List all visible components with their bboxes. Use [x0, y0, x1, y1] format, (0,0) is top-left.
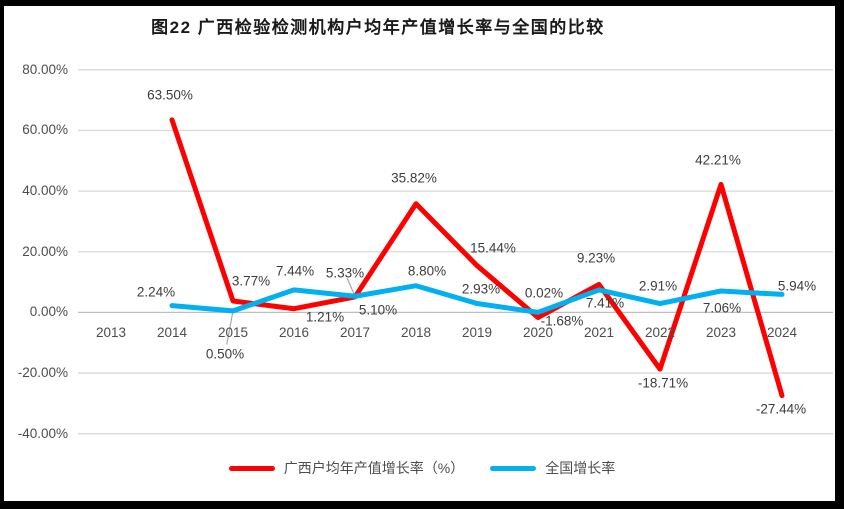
x-axis-label: 2020: [522, 325, 554, 340]
data-label-guangxi-2014: 63.50%: [147, 87, 193, 103]
legend-item-guangxi: 广西户均年产值增长率（%）: [228, 458, 465, 478]
data-label-guangxi-2021: 9.23%: [576, 250, 616, 266]
data-label-guangxi-2018: 35.82%: [391, 170, 437, 186]
series-line-national: [169, 283, 785, 315]
chart-title: 图22 广西检验检测机构户均年产值增长率与全国的比较: [151, 18, 605, 37]
data-label-national-2018: 8.80%: [407, 263, 447, 279]
series-line-guangxi: [169, 117, 785, 399]
data-label-guangxi-2019: 15.44%: [470, 240, 516, 256]
data-label-guangxi-2016: 1.21%: [305, 309, 345, 325]
x-axis-label: 2024: [766, 325, 798, 340]
legend-line-swatch-guangxi: [228, 465, 275, 471]
y-axis-tick-label: 40.00%: [22, 183, 68, 199]
y-axis-tick-label: -40.00%: [17, 425, 68, 441]
x-axis-label: 2021: [583, 325, 615, 340]
data-label-guangxi-2020: -1.68%: [540, 313, 584, 329]
data-label-guangxi-2022: -18.71%: [637, 375, 689, 391]
x-axis-label: 2018: [400, 325, 432, 340]
data-label-national-2017: 5.33%: [325, 265, 365, 281]
data-label-national-2015: 0.50%: [205, 346, 245, 362]
data-label-guangxi-2015: 3.77%: [231, 273, 271, 289]
y-axis-tick-label: 80.00%: [22, 61, 68, 77]
data-label-guangxi-2023: 42.21%: [695, 152, 741, 168]
legend-line-swatch-national: [490, 465, 537, 471]
data-label-guangxi-2024: -27.44%: [755, 401, 807, 417]
x-axis-label: 2017: [339, 325, 371, 340]
x-axis-label: 2015: [217, 325, 249, 340]
y-axis-tick-label: -20.00%: [17, 365, 68, 381]
data-label-national-2016: 7.44%: [275, 263, 315, 279]
legend-item-national: 全国增长率: [490, 458, 615, 478]
data-label-national-2023: 7.06%: [702, 300, 742, 316]
legend-label-guangxi: 广西户均年产值增长率（%）: [283, 460, 465, 476]
x-axis-label: 2013: [95, 325, 127, 340]
y-axis-tick-label: 60.00%: [22, 122, 68, 138]
data-label-national-2022: 2.91%: [638, 278, 678, 294]
data-label-national-2019: 2.93%: [461, 281, 501, 296]
x-axis-label: 2022: [644, 325, 676, 340]
data-label-guangxi-2017: 5.10%: [358, 302, 398, 318]
y-axis-tick-label: 20.00%: [22, 243, 68, 259]
x-axis-label: 2014: [156, 325, 188, 340]
x-axis-label: 2019: [461, 325, 493, 340]
data-label-national-2020: 0.02%: [524, 285, 564, 301]
legend-label-national: 全国增长率: [545, 460, 616, 476]
x-axis-label: 2023: [705, 325, 737, 340]
x-axis-label: 2016: [278, 325, 310, 340]
data-label-leader-line: [226, 310, 234, 345]
data-label-leader-line: [346, 278, 356, 297]
y-axis-tick-label: 0.00%: [29, 304, 68, 320]
data-label-national-2021: 7.41%: [585, 295, 625, 311]
data-label-national-2024: 5.94%: [777, 278, 817, 294]
data-label-national-2014: 2.24%: [136, 284, 176, 300]
legend: 广西户均年产值增长率（%） 全国增长率: [0, 458, 844, 478]
